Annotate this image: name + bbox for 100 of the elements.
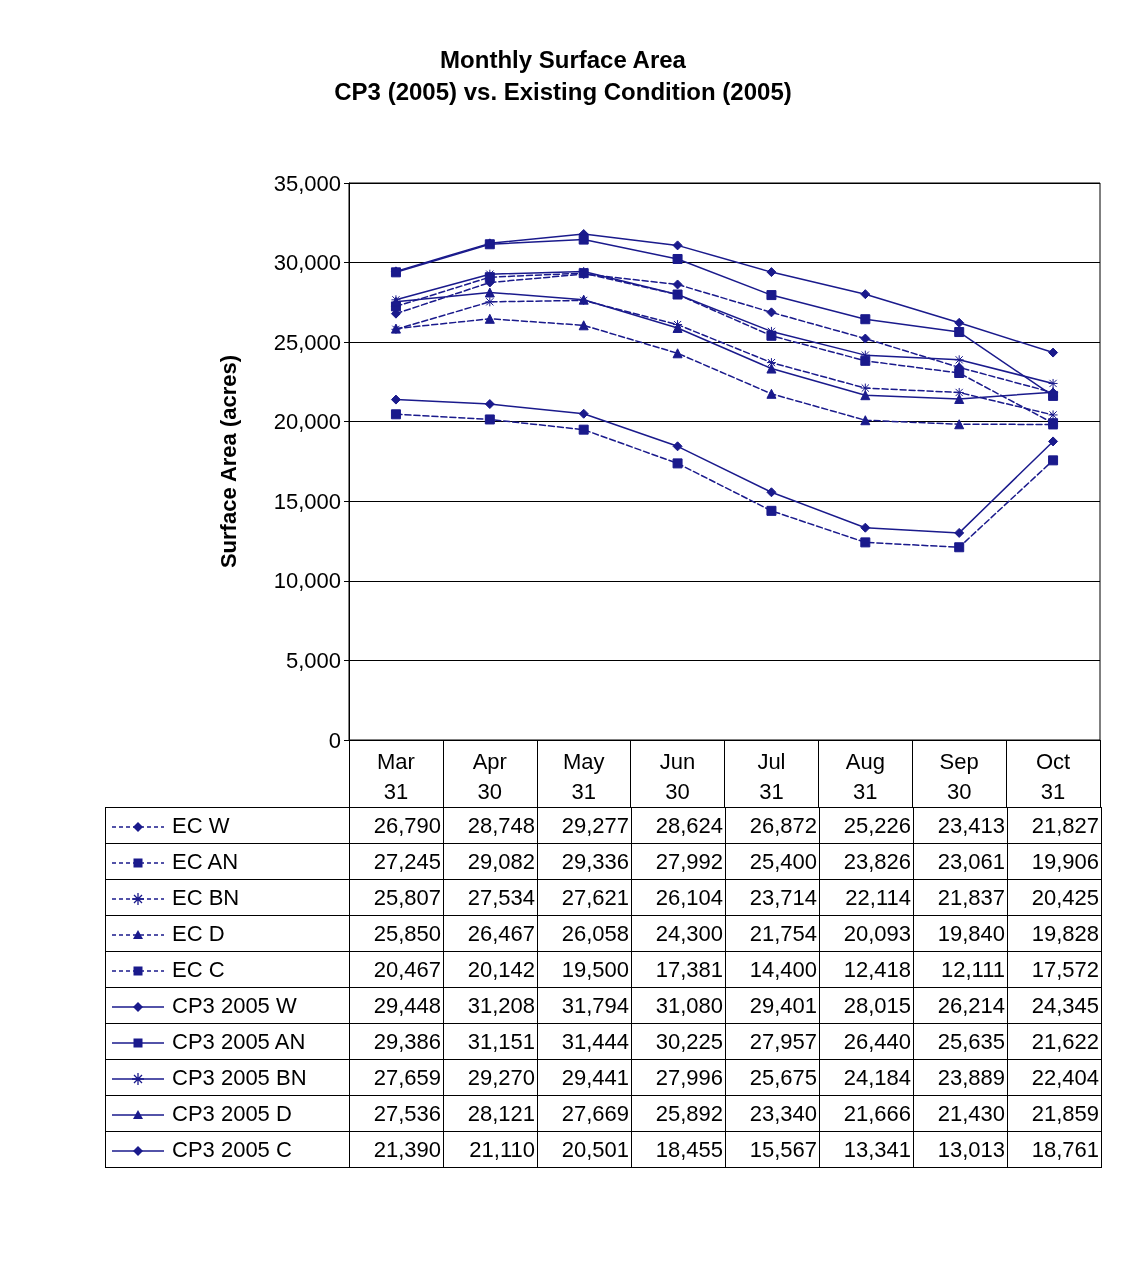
data-label: 23,413 [913, 807, 1008, 844]
data-label: 29,448 [349, 987, 444, 1024]
data-label: 28,748 [443, 807, 538, 844]
data-label: 22,404 [1007, 1059, 1102, 1096]
legend-label: CP3 2005 D [172, 1100, 292, 1126]
data-label: 21,666 [819, 1095, 914, 1132]
legend-label: CP3 2005 AN [172, 1028, 306, 1054]
data-label: 20,425 [1007, 879, 1102, 916]
x-tick-label: Oct 31 [1035, 748, 1071, 804]
data-label: 19,840 [913, 915, 1008, 952]
data-label: 26,872 [725, 807, 820, 844]
y-tick-label: 5,000 [285, 647, 341, 673]
data-label: 25,892 [631, 1095, 726, 1132]
y-axis-title: Surface Area (acres) [215, 354, 241, 569]
legend-label: EC BN [172, 884, 240, 910]
data-label: 26,467 [443, 915, 538, 952]
data-label: 25,675 [725, 1059, 820, 1096]
data-label: 30,225 [631, 1023, 726, 1060]
data-label: 29,277 [537, 807, 632, 844]
data-label: 20,142 [443, 951, 538, 988]
y-tick-label: 30,000 [273, 250, 341, 276]
data-label: 25,807 [349, 879, 444, 916]
data-label: 27,996 [631, 1059, 726, 1096]
data-label: 29,336 [537, 843, 632, 880]
data-label: 26,104 [631, 879, 726, 916]
data-label: 23,714 [725, 879, 820, 916]
data-label: 17,381 [631, 951, 726, 988]
legend-label: EC W [172, 812, 230, 838]
legend-label: EC C [172, 956, 225, 982]
data-label: 29,441 [537, 1059, 632, 1096]
chart-title: Monthly Surface Area CP3 (2005) vs. Existing Condition (2005) [334, 45, 792, 105]
data-label: 21,859 [1007, 1095, 1102, 1132]
data-label: 23,340 [725, 1095, 820, 1132]
data-label: 29,270 [443, 1059, 538, 1096]
data-label: 27,659 [349, 1059, 444, 1096]
data-label: 31,080 [631, 987, 726, 1024]
data-label: 27,621 [537, 879, 632, 916]
y-tick-label: 15,000 [273, 488, 341, 514]
data-label: 29,386 [349, 1023, 444, 1060]
data-label: 25,400 [725, 843, 820, 880]
data-label: 27,992 [631, 843, 726, 880]
data-label: 19,828 [1007, 915, 1102, 952]
data-label: 28,015 [819, 987, 914, 1024]
y-tick-label: 20,000 [273, 409, 341, 435]
data-label: 26,058 [537, 915, 632, 952]
data-label: 27,536 [349, 1095, 444, 1132]
data-label: 26,790 [349, 807, 444, 844]
data-label: 25,226 [819, 807, 914, 844]
data-label: 20,093 [819, 915, 914, 952]
data-label: 12,418 [819, 951, 914, 988]
data-label: 22,114 [819, 879, 914, 916]
data-label: 21,390 [349, 1131, 444, 1168]
data-label: 21,837 [913, 879, 1008, 916]
y-tick-label: 10,000 [273, 568, 341, 594]
data-label: 24,345 [1007, 987, 1102, 1024]
data-label: 21,622 [1007, 1023, 1102, 1060]
x-tick-label: Jul 31 [757, 748, 786, 804]
data-label: 20,501 [537, 1131, 632, 1168]
data-label: 19,906 [1007, 843, 1102, 880]
data-label: 20,467 [349, 951, 444, 988]
data-label: 23,061 [913, 843, 1008, 880]
data-label: 31,151 [443, 1023, 538, 1060]
data-label: 28,121 [443, 1095, 538, 1132]
legend-label: CP3 2005 C [172, 1136, 292, 1162]
legend-label: EC AN [172, 848, 239, 874]
x-tick-label: Sep 30 [939, 748, 979, 804]
data-label: 21,754 [725, 915, 820, 952]
data-label: 13,341 [819, 1131, 914, 1168]
data-label: 14,400 [725, 951, 820, 988]
data-label: 31,794 [537, 987, 632, 1024]
data-label: 21,430 [913, 1095, 1008, 1132]
data-label: 27,245 [349, 843, 444, 880]
data-label: 29,401 [725, 987, 820, 1024]
data-label: 12,111 [913, 951, 1008, 988]
legend-label: CP3 2005 BN [172, 1064, 307, 1090]
data-label: 19,500 [537, 951, 632, 988]
legend-label: EC D [172, 920, 225, 946]
x-tick-label: May 31 [562, 748, 605, 804]
data-label: 18,761 [1007, 1131, 1102, 1168]
data-label: 27,534 [443, 879, 538, 916]
data-label: 27,957 [725, 1023, 820, 1060]
y-tick-label: 25,000 [273, 329, 341, 355]
data-label: 31,208 [443, 987, 538, 1024]
data-label: 27,669 [537, 1095, 632, 1132]
data-label: 26,440 [819, 1023, 914, 1060]
data-label: 13,013 [913, 1131, 1008, 1168]
data-label: 24,300 [631, 915, 726, 952]
legend-label: CP3 2005 W [172, 992, 297, 1018]
data-label: 26,214 [913, 987, 1008, 1024]
data-label: 21,110 [443, 1131, 538, 1168]
x-tick-label: Aug 31 [845, 748, 885, 804]
data-label: 23,826 [819, 843, 914, 880]
x-tick-label: Apr 30 [472, 748, 507, 804]
y-tick-label: 0 [328, 727, 341, 753]
data-label: 31,444 [537, 1023, 632, 1060]
x-tick-label: Jun 30 [659, 748, 696, 804]
data-label: 25,635 [913, 1023, 1008, 1060]
data-label: 17,572 [1007, 951, 1102, 988]
data-label: 15,567 [725, 1131, 820, 1168]
data-label: 28,624 [631, 807, 726, 844]
